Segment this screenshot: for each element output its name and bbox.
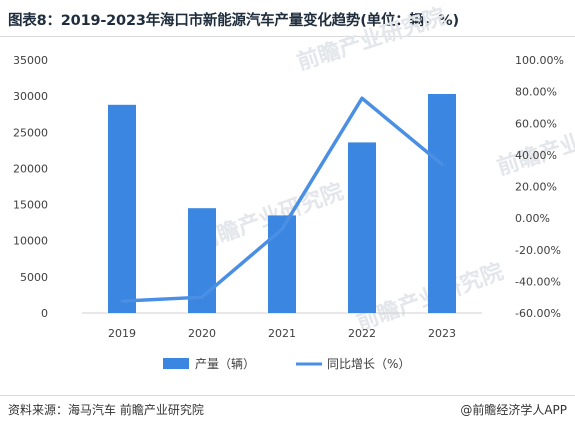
footer-divider [0,395,575,396]
y-right-tick-label: 60.00% [515,117,557,130]
y-left-tick-label: 15000 [13,199,48,212]
legend-line-label: 同比增长（%） [327,357,410,371]
watermark-text: 前瞻产业研究院 [294,3,449,75]
bar [108,104,136,314]
legend: 产量（辆） 同比增长（%） [163,357,410,371]
bar [428,93,456,313]
line-series [120,96,444,303]
y-left-tick-label: 10000 [13,235,48,248]
line-point [280,227,284,231]
brand-label: @前瞻经济学人APP [460,403,567,417]
x-tick-label: 2019 [108,327,136,340]
x-tick-label: 2021 [268,327,296,340]
y-left-tick-label: 30000 [13,90,48,103]
line-point [200,295,204,299]
axes: 0 5000 10000 15000 20000 25000 30000 35000 -60.0… [13,54,564,340]
y-right-tick-label: 40.00% [515,149,557,162]
chart-title: 图表8：2019-2023年海口市新能源汽车产量变化趋势(单位：辆，%) [8,13,459,29]
y-left-tick-label: 0 [41,307,48,320]
x-tick-label: 2023 [428,327,456,340]
y-right-tick-label: 100.00% [515,54,564,67]
line-point [360,96,364,100]
line-point [440,162,444,166]
y-right-tick-label: -40.00% [515,275,561,288]
y-left-tick-label: 20000 [13,162,48,175]
y-left-tick-label: 25000 [13,126,48,139]
x-tick-label: 2022 [348,327,376,340]
bar-series [108,93,456,314]
source-note: 资料来源：海马汽车 前瞻产业研究院 [8,403,204,417]
y-right-tick-label: 20.00% [515,181,557,194]
y-right-tick-label: 80.00% [515,86,557,99]
y-right-tick-label: 0.00% [515,212,550,225]
bar [268,215,296,313]
title-divider [0,36,575,37]
legend-bar-swatch [163,358,189,369]
combo-chart: 前瞻产业研究院前瞻产业研究院前瞻产业研究院前瞻产业研究院 05000100001… [13,3,575,371]
line-point [120,299,124,303]
x-tick-label: 2020 [188,327,216,340]
legend-bar-label: 产量（辆） [195,357,255,371]
y-right-tick-label: -20.00% [515,244,561,257]
y-left-tick-label: 35000 [13,54,48,67]
y-right-tick-label: -60.00% [515,307,561,320]
y-left-tick-label: 5000 [20,271,48,284]
bar [348,142,376,313]
